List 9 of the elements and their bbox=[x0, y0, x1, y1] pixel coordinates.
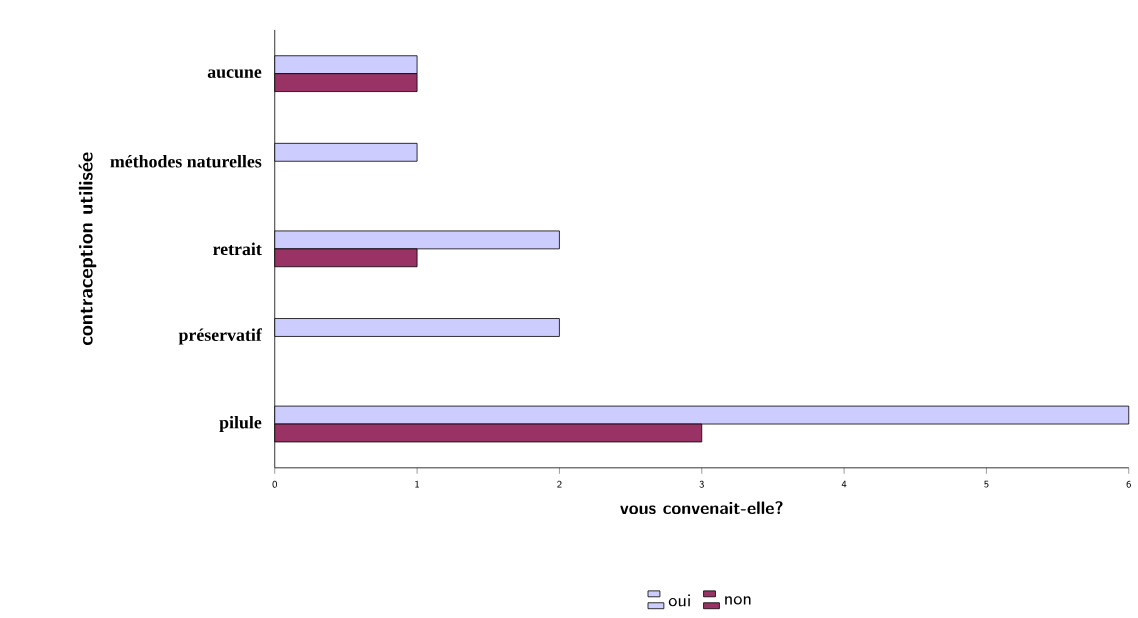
legend-label: oui bbox=[668, 594, 690, 607]
x-axis-title: vous convenait-elle? bbox=[620, 501, 783, 515]
y-tick-label: préservatif bbox=[178, 328, 262, 346]
y-axis-title: contraception utilisée bbox=[78, 152, 97, 346]
y-tick-label: retrait bbox=[213, 243, 262, 256]
y-tick-label: aucune bbox=[207, 69, 262, 79]
y-tick-label: méthodes naturelles bbox=[110, 155, 262, 169]
legend-label: non bbox=[725, 596, 751, 606]
y-tick-label: pilule bbox=[219, 416, 262, 433]
